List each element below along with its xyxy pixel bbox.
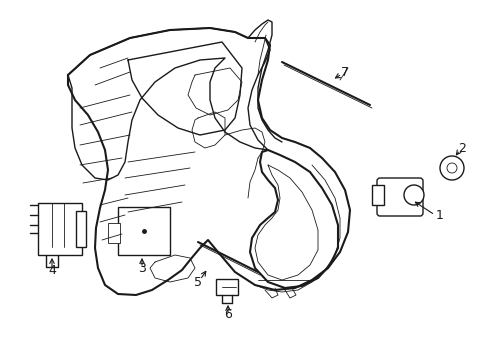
FancyBboxPatch shape [76, 211, 86, 247]
Text: 1: 1 [435, 208, 443, 221]
FancyBboxPatch shape [118, 207, 170, 255]
Circle shape [403, 185, 423, 205]
Text: 7: 7 [340, 66, 348, 78]
FancyBboxPatch shape [108, 223, 120, 243]
FancyBboxPatch shape [371, 185, 383, 205]
Text: 2: 2 [457, 141, 465, 154]
FancyBboxPatch shape [38, 203, 82, 255]
FancyBboxPatch shape [376, 178, 422, 216]
Text: 4: 4 [48, 264, 56, 276]
Circle shape [439, 156, 463, 180]
Text: 6: 6 [224, 309, 231, 321]
FancyBboxPatch shape [216, 279, 238, 295]
Text: 5: 5 [194, 275, 202, 288]
Text: 3: 3 [138, 261, 145, 275]
Circle shape [446, 163, 456, 173]
